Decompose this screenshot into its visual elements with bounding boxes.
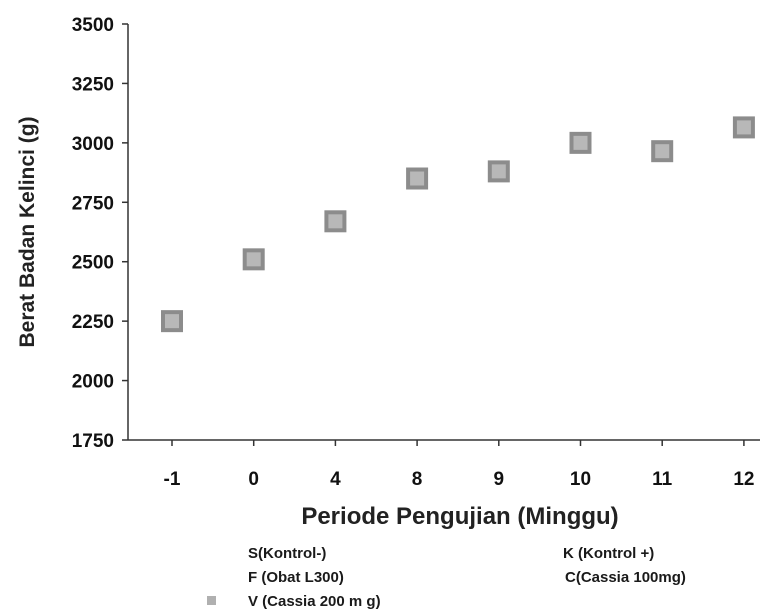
- data-point-group: [161, 116, 755, 333]
- legend-entry-f-obat: F (Obat L300): [248, 569, 344, 586]
- data-point: [487, 160, 510, 183]
- legend-entry-k-kontrol: K (Kontrol +): [563, 545, 654, 562]
- y-tick-label: 1750: [72, 431, 114, 452]
- legend: S(Kontrol-) K (Kontrol +) F (Obat L300) …: [207, 545, 686, 610]
- y-tick-label: 2000: [72, 372, 114, 393]
- data-point: [569, 131, 592, 154]
- data-point-marker-inner: [410, 171, 425, 186]
- data-point-marker-inner: [165, 314, 179, 329]
- data-point-marker-inner: [573, 135, 588, 150]
- y-tick-label: 2750: [72, 193, 114, 214]
- data-point: [242, 248, 265, 271]
- legend-entry-c-cassia-100: C(Cassia 100mg): [565, 569, 686, 586]
- legend-entry-v-cassia-200: V (Cassia 200 m g): [248, 593, 381, 610]
- data-point: [406, 167, 429, 190]
- data-point: [161, 310, 183, 333]
- x-tick-label: 8: [412, 469, 423, 490]
- y-axis-title: Berat Badan Kelinci (g): [16, 116, 39, 347]
- data-point: [732, 116, 755, 139]
- data-point: [324, 210, 347, 233]
- x-tick-label: 0: [248, 469, 259, 490]
- data-point-marker-inner: [328, 214, 343, 229]
- x-tick-label: 10: [570, 469, 591, 490]
- data-point: [651, 140, 674, 163]
- y-tick-label: 3250: [72, 74, 114, 95]
- x-tick-label: 12: [733, 469, 754, 490]
- x-tick-group: -1 0 4 8 9 10 11 12: [164, 440, 754, 490]
- x-tick-label: 11: [652, 469, 673, 490]
- legend-marker-square: [207, 596, 216, 605]
- y-tick-label: 3000: [72, 134, 114, 155]
- legend-entry-s-kontrol: S(Kontrol-): [248, 545, 326, 562]
- y-tick-group: 1750 2000 2250 2500 2750 3000 3250 3500: [72, 15, 128, 452]
- x-tick-label: -1: [164, 469, 181, 490]
- data-point-marker-inner: [246, 252, 261, 267]
- data-point-marker-inner: [655, 144, 670, 159]
- x-tick-label: 4: [330, 469, 341, 490]
- data-point-marker-inner: [491, 164, 506, 179]
- y-tick-label: 2500: [72, 253, 114, 274]
- x-tick-label: 9: [494, 469, 505, 490]
- x-axis-title: Periode Pengujian (Minggu): [301, 503, 618, 530]
- data-point-marker-inner: [736, 120, 751, 135]
- y-tick-label: 3500: [72, 15, 114, 36]
- y-tick-label: 2250: [72, 312, 114, 333]
